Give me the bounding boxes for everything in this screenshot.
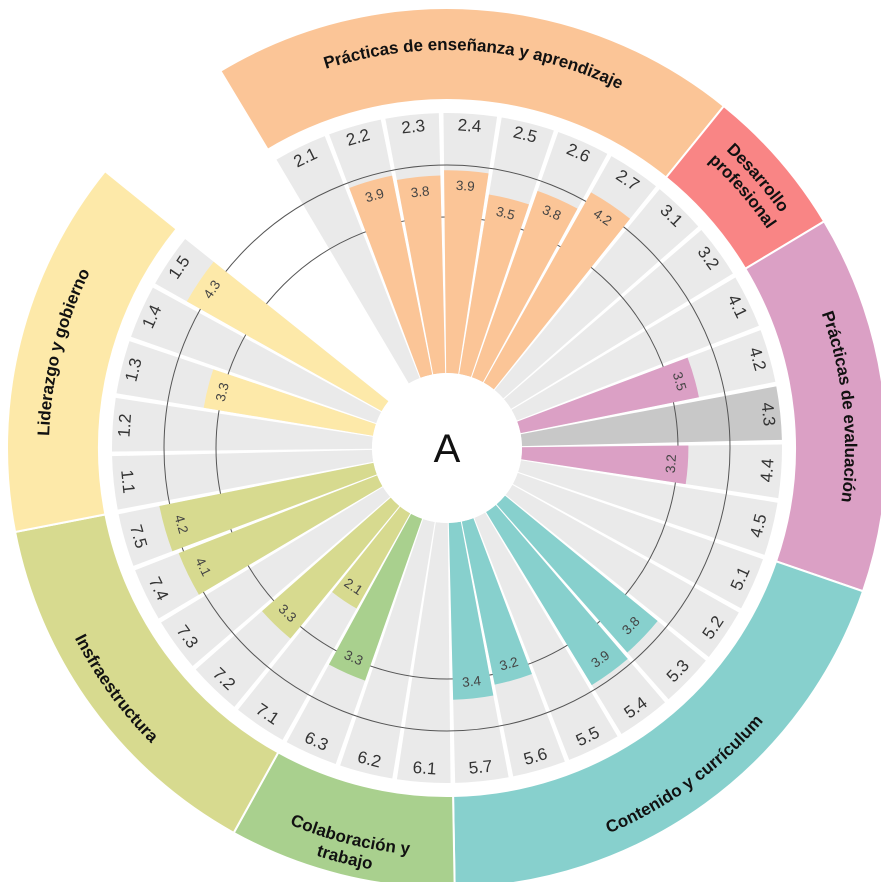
background-bar-6-1 (396, 522, 451, 783)
value-bar-2-4 (444, 170, 489, 374)
value-bar-4-4 (521, 445, 689, 485)
value-label-2-4: 3.9 (455, 178, 475, 194)
value-bar-2-3 (396, 175, 446, 375)
value-bar-7-5 (159, 462, 377, 552)
background-bar-1-2 (112, 397, 373, 452)
item-id-5-7: 5.7 (468, 757, 493, 778)
background-bar-6-2 (340, 519, 435, 779)
value-bar-6-3 (328, 513, 423, 681)
value-bar-7-1 (332, 506, 411, 609)
item-id-2-4: 2.4 (457, 115, 482, 136)
item-id-2-3: 2.3 (400, 116, 425, 137)
value-label-4-4: 3.2 (663, 454, 679, 474)
background-bar-3-1 (494, 189, 699, 399)
item-id-4-3: 4.3 (758, 401, 779, 426)
reference-circle-4 (163, 164, 731, 732)
value-label-6-3: 3.3 (342, 647, 365, 668)
value-bar-5-6 (461, 518, 532, 685)
background-bar-3-2 (503, 229, 733, 409)
value-label-2-2: 3.9 (363, 186, 385, 206)
background-bar-4-5 (518, 460, 778, 555)
value-bar-1-5 (186, 261, 389, 412)
background-bar-4-1 (511, 277, 759, 421)
value-bar-5-3 (496, 495, 658, 653)
item-id-1-1: 1.1 (117, 469, 138, 494)
value-label-7-5: 4.2 (171, 513, 191, 535)
background-bar-7-3 (161, 487, 391, 667)
domain-ring-liderazgo-y-gobierno (6, 169, 178, 534)
item-id-4-4: 4.4 (757, 458, 778, 483)
value-bar-7-4 (178, 475, 383, 595)
background-bar-5-5 (474, 512, 618, 760)
value-bar-7-2 (262, 497, 400, 639)
center-hole (372, 373, 522, 523)
value-bar-2-7 (483, 192, 631, 390)
value-label-2-5: 3.5 (495, 204, 517, 223)
background-bar-1-1 (112, 449, 374, 510)
center-label: A (434, 427, 461, 471)
value-bar-4-2 (517, 357, 699, 434)
value-label-2-6: 3.8 (540, 202, 563, 223)
value-bar-2-2 (349, 175, 433, 378)
value-label-5-7: 3.4 (461, 673, 482, 690)
value-label-5-6: 3.2 (498, 654, 520, 674)
domain-ring-contenido-y-curriculum (452, 560, 865, 882)
value-label-4-2: 3.5 (670, 370, 690, 392)
domain-ring (6, 7, 881, 882)
value-bar-5-7 (448, 521, 494, 700)
value-label-1-3: 3.3 (213, 381, 232, 403)
background-bar-2-1 (276, 136, 420, 384)
item-id-1-2: 1.2 (114, 413, 135, 438)
value-bar-2-5 (459, 194, 529, 377)
value-label-7-4: 4.1 (192, 555, 214, 578)
value-bar-5-4 (486, 504, 628, 686)
value-label-2-3: 3.8 (410, 183, 430, 200)
background-bar-5-2 (505, 484, 739, 657)
value-bar-2-6 (471, 190, 578, 383)
background-bar-4-3 (520, 386, 782, 447)
item-id-6-1: 6.1 (412, 758, 437, 779)
value-bar-1-3 (203, 369, 376, 436)
value-bars: 3.9 3.8 3.93.5 3.8 4.23.53.23.83.93.23.43.32… (159, 170, 699, 700)
